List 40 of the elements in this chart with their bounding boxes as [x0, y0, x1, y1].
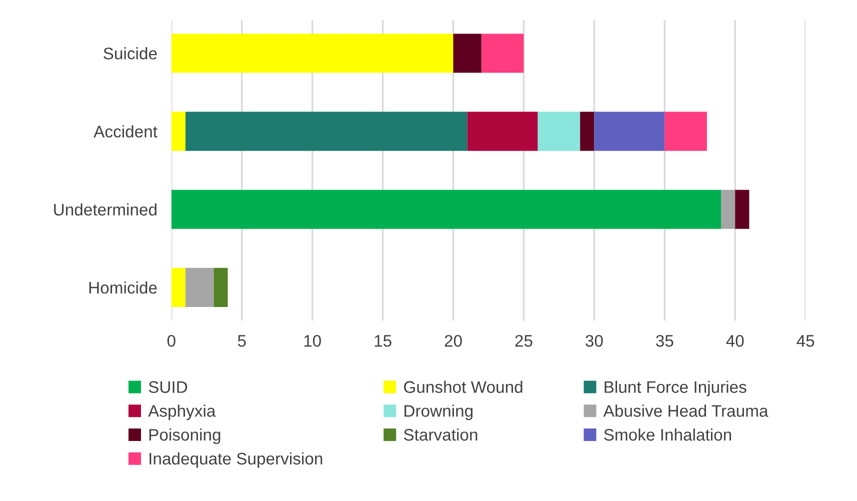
x-tick-label: 25 — [515, 334, 532, 347]
x-tick-label: 0 — [167, 334, 176, 347]
legend-label: Starvation — [404, 428, 478, 441]
y-tick-label: Undetermined — [54, 203, 156, 216]
x-tick-label: 5 — [238, 335, 246, 347]
x-tick-label: 30 — [586, 334, 603, 347]
x-tick-label: 15 — [374, 335, 392, 347]
bar — [214, 268, 228, 307]
bar — [171, 268, 186, 307]
legend-label: SUID — [148, 381, 188, 393]
bar — [538, 112, 580, 151]
x-tick-label: 35 — [656, 334, 674, 347]
legend-label: Smoke Inhalation — [604, 428, 732, 441]
bar — [171, 190, 722, 229]
bar — [580, 112, 594, 151]
legend-label: Gunshot Wound — [404, 380, 522, 393]
x-tick-label: 20 — [444, 334, 462, 347]
legend-label: Abusive Head Trauma — [603, 404, 768, 417]
legend-label: Inadequate Supervision — [150, 452, 322, 468]
y-tick-label: Suicide — [104, 47, 157, 60]
bar — [664, 112, 707, 151]
x-tick-label: 40 — [726, 334, 744, 347]
bar — [735, 190, 750, 229]
bar — [453, 34, 482, 73]
bar — [171, 112, 186, 151]
bar — [171, 34, 454, 73]
bar — [481, 34, 524, 73]
y-tick-label: Homicide — [89, 281, 157, 294]
x-tick-label: 10 — [304, 334, 321, 347]
legend-label: Drowning — [404, 404, 473, 420]
bar — [721, 190, 736, 229]
legend-label: Blunt Force Injuries — [604, 380, 746, 396]
bar — [185, 268, 214, 307]
bar — [594, 112, 665, 151]
x-tick-label: 45 — [796, 335, 814, 347]
bar — [185, 112, 468, 151]
bar — [467, 112, 538, 151]
legend-label: Poisoning — [149, 428, 220, 444]
y-tick-label: Accident — [94, 125, 158, 138]
legend-label: Asphyxia — [148, 404, 216, 420]
